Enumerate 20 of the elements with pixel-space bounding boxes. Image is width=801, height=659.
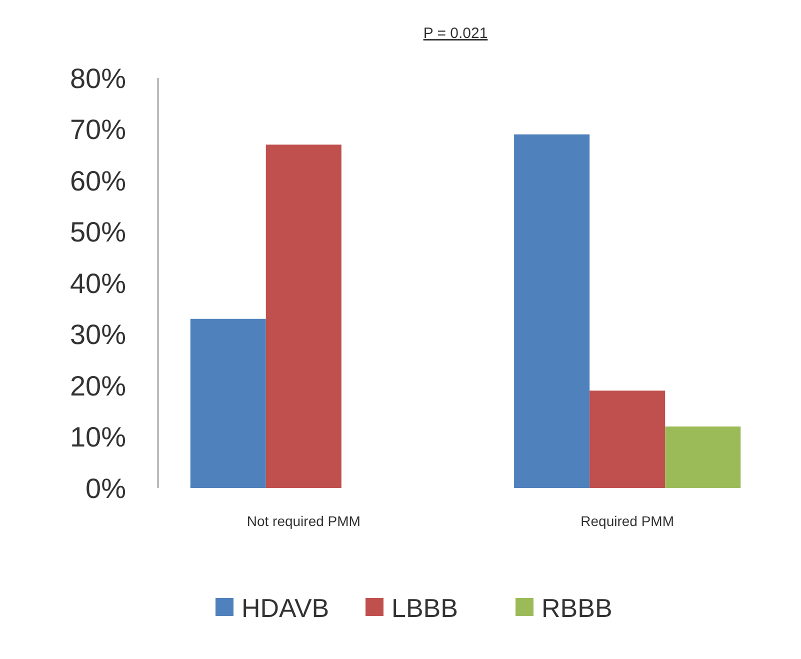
text: P = 0.021 [423, 25, 488, 42]
y-tick-label: 50% [70, 216, 126, 248]
y-tick-label: 70% [70, 114, 126, 146]
y-tick-label: 40% [70, 268, 126, 299]
legend-label: HDAVB [242, 593, 330, 624]
x-tick-label: Not required PMM [246, 513, 360, 529]
bar [266, 144, 342, 488]
y-tick-label: 30% [70, 319, 126, 350]
legend-label: LBBB [392, 593, 458, 624]
y-tick-label: 20% [70, 370, 126, 402]
y-tick-label: 60% [70, 165, 126, 196]
legend-label: RBBB [542, 593, 612, 624]
bar [665, 426, 741, 488]
bar [514, 134, 590, 488]
x-tick-label: Required PMM [580, 513, 674, 529]
y-tick-label: 10% [70, 422, 126, 453]
bar [590, 390, 666, 488]
bar [190, 318, 266, 488]
y-tick-label: 0% [86, 472, 126, 504]
y-tick-label: 80% [70, 62, 126, 94]
